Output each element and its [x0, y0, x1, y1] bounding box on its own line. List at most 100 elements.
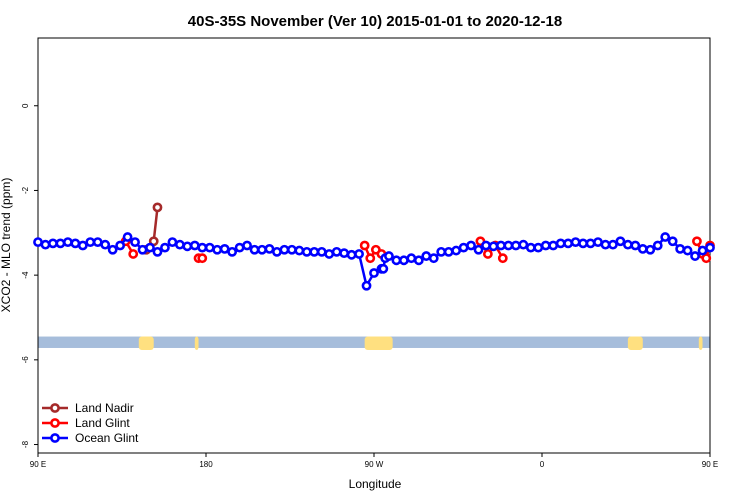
data-point [413, 255, 424, 266]
y-tick-label: -4 [21, 271, 30, 279]
data-point [92, 237, 103, 248]
data-point [130, 237, 140, 248]
land-patch [364, 336, 393, 350]
data-point [398, 255, 409, 266]
data-point [705, 242, 715, 253]
data-point [316, 246, 327, 257]
data-point [55, 238, 66, 249]
data-point [182, 241, 193, 252]
data-point [421, 251, 432, 261]
legend-label: Land Glint [75, 416, 130, 430]
x-tick-label: 0 [540, 460, 545, 469]
data-point [272, 246, 282, 257]
data-point [301, 246, 312, 257]
data-point [279, 244, 290, 255]
land-patch [698, 336, 703, 350]
data-point [391, 255, 402, 266]
y-tick-label: 0 [21, 103, 30, 108]
data-point [212, 244, 223, 255]
data-point [533, 242, 544, 253]
data-point [428, 253, 439, 264]
data-point [548, 240, 559, 251]
data-point [361, 280, 372, 291]
data-point [331, 246, 342, 257]
series-ocean-glint [33, 232, 715, 291]
data-point [85, 237, 96, 248]
data-point [249, 244, 260, 255]
data-point [145, 242, 155, 253]
data-point [359, 240, 370, 251]
legend-marker [50, 403, 60, 413]
data-point [77, 240, 88, 251]
data-point [608, 239, 618, 250]
data-point [458, 242, 469, 253]
data-point [62, 237, 73, 248]
legend-item: Land Glint [42, 416, 130, 430]
data-point [137, 244, 148, 255]
data-point [204, 242, 215, 253]
land-patch [194, 336, 199, 350]
x-axis-label: Longitude [349, 477, 402, 491]
x-tick-label: 90 E [30, 460, 46, 469]
legend-marker [50, 433, 60, 443]
land-patch [627, 336, 643, 350]
data-point [197, 253, 208, 264]
data-point [473, 244, 484, 255]
y-axis: 0 -2 -4 -6 -8 [21, 103, 38, 448]
data-point [152, 202, 163, 213]
y-tick-label: -6 [21, 356, 30, 364]
data-point [466, 240, 476, 251]
legend-label: Land Nadir [75, 401, 134, 415]
data-point [40, 239, 51, 250]
data-point [384, 251, 394, 261]
data-point [100, 239, 111, 250]
data-point [443, 246, 454, 257]
data-point [339, 248, 350, 259]
legend-item: Land Nadir [42, 401, 134, 415]
data-point [690, 251, 700, 261]
data-point [497, 253, 508, 264]
data-point [189, 240, 200, 251]
data-point [48, 238, 58, 249]
data-point [701, 253, 712, 264]
data-point [152, 246, 163, 257]
data-point [197, 242, 208, 253]
data-point [503, 240, 514, 251]
data-point [540, 240, 551, 251]
data-point [570, 237, 581, 248]
y-tick-label: -2 [21, 186, 30, 194]
data-point [354, 249, 364, 259]
x-tick-label: 90 E [702, 460, 718, 469]
data-point [600, 239, 611, 250]
data-point [160, 242, 170, 253]
data-point [496, 240, 506, 251]
data-point [510, 240, 521, 251]
data-point [518, 239, 529, 250]
data-point [563, 238, 574, 249]
data-point [227, 246, 238, 257]
data-point [365, 253, 376, 264]
data-point [637, 243, 648, 254]
data-point [264, 243, 275, 254]
data-point [481, 240, 491, 251]
data-point [122, 232, 133, 242]
data-point [652, 240, 663, 251]
data-point [346, 249, 357, 260]
data-point [234, 242, 245, 253]
series-layer [33, 202, 715, 291]
data-point [257, 244, 267, 255]
y-tick-label: -8 [21, 440, 30, 448]
data-point [585, 238, 596, 249]
data-point [219, 243, 230, 254]
data-point [555, 238, 566, 249]
data-point [378, 263, 389, 274]
data-point [660, 232, 671, 242]
data-point [436, 246, 447, 257]
y-axis-label: XCO2 - MLO trend (ppm) [0, 178, 13, 313]
data-point [70, 238, 81, 249]
data-point [369, 268, 379, 278]
x-axis: 90 E 180 90 W 0 90 E [30, 453, 718, 469]
data-point [667, 236, 678, 247]
data-point [525, 242, 536, 253]
land-ocean-band [38, 336, 710, 350]
